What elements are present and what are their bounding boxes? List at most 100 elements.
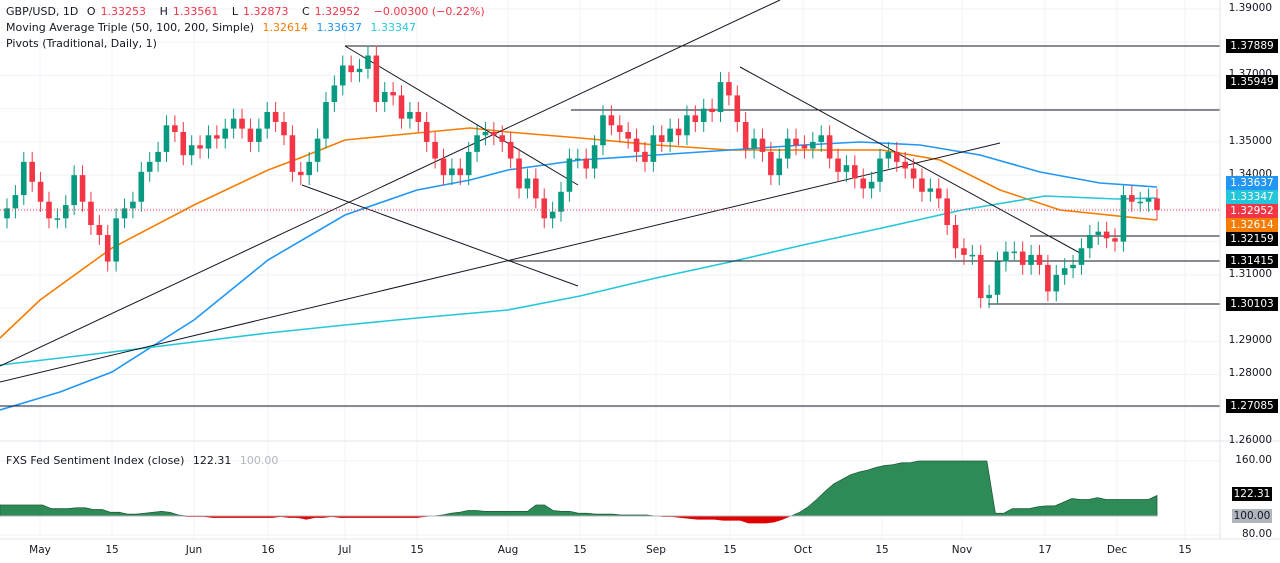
- candle-body: [608, 115, 615, 126]
- time-axis-label: Jul: [338, 544, 352, 556]
- indicator-axis-label: 80.00: [1241, 528, 1272, 540]
- candle-body: [684, 115, 690, 136]
- candle-body: [188, 145, 195, 156]
- ohlc-open: O 1.33253: [86, 5, 147, 18]
- candle-body: [969, 254, 976, 257]
- candle-body: [146, 161, 153, 172]
- candle-body: [222, 128, 229, 139]
- trendline[interactable]: [0, 142, 1001, 383]
- candle-body: [423, 121, 430, 142]
- candle-body: [339, 65, 346, 86]
- candle-body: [1011, 251, 1018, 254]
- candle-body: [793, 138, 799, 146]
- ohlc-close: C 1.32952: [301, 5, 361, 18]
- candle-body: [1145, 198, 1152, 202]
- candle-body: [373, 55, 380, 103]
- candle-body: [491, 131, 497, 136]
- candle-body: [96, 224, 103, 235]
- trendline[interactable]: [344, 45, 579, 186]
- candle-body: [751, 138, 757, 149]
- candle-body: [516, 158, 522, 189]
- candle-body: [927, 188, 934, 192]
- price-tag: 1.27085: [1226, 399, 1278, 413]
- symbol-legend: GBP/USD, 1D O 1.33253 H 1.33561 L 1.32873 C…: [6, 4, 490, 19]
- price-tag: 1.32952: [1226, 204, 1278, 218]
- candle-body: [155, 151, 161, 162]
- candle-body: [642, 151, 648, 162]
- candle-body: [667, 128, 673, 142]
- candle-body: [197, 145, 203, 149]
- trendline[interactable]: [739, 66, 1081, 254]
- time-axis-label: 15: [573, 544, 587, 556]
- candle-body: [180, 131, 187, 156]
- candle-body: [533, 178, 539, 199]
- candle-body: [1053, 274, 1060, 292]
- candle-body: [29, 161, 35, 182]
- candle-body: [919, 178, 925, 192]
- ma-legend[interactable]: Moving Average Triple (50, 100, 200, Sim…: [6, 20, 421, 35]
- candle-body: [499, 135, 506, 142]
- time-axis-label: 15: [723, 544, 737, 556]
- candle-body: [616, 125, 623, 132]
- candle-body: [381, 92, 388, 103]
- price-tag: 1.32614: [1226, 218, 1278, 232]
- time-axis-label: 15: [875, 544, 889, 556]
- candle-body: [331, 85, 338, 103]
- candle-body: [20, 161, 27, 196]
- trendlines: [0, 0, 1220, 407]
- candle-body: [247, 128, 254, 142]
- candle-body: [1061, 268, 1068, 275]
- candle-body: [54, 218, 61, 220]
- candle-body: [62, 205, 69, 219]
- candle-body: [507, 141, 514, 159]
- candle-body: [239, 118, 245, 129]
- candle-body: [625, 131, 631, 139]
- candle-body: [172, 125, 178, 132]
- candle-body: [541, 198, 548, 219]
- candle-body: [658, 135, 665, 142]
- candle-body: [1103, 231, 1110, 239]
- ma200-value: 1.33347: [370, 21, 417, 34]
- candle-body: [163, 125, 170, 152]
- candle-body: [104, 234, 111, 262]
- candle-body: [575, 158, 581, 161]
- trendline[interactable]: [0, 0, 781, 367]
- indicator-axis-label: 160.00: [1235, 454, 1272, 466]
- indicator-legend[interactable]: FXS Fed Sentiment Index (close) 122.31 1…: [6, 453, 283, 468]
- candle-body: [130, 201, 136, 209]
- price-change: −0.00300 (−0.22%): [373, 5, 485, 18]
- candle-body: [356, 68, 363, 73]
- price-axis-label: 1.39000: [1228, 2, 1272, 14]
- candle-body: [852, 165, 858, 179]
- candle-body: [524, 178, 531, 189]
- candle-body: [885, 151, 892, 159]
- candle-body: [1003, 251, 1009, 262]
- symbol-title[interactable]: GBP/USD, 1D: [6, 5, 79, 18]
- candle-body: [230, 118, 237, 129]
- candle-body: [893, 151, 900, 162]
- ohlc-high: H 1.33561: [159, 5, 219, 18]
- candle-body: [113, 218, 119, 262]
- candle-body: [474, 135, 480, 152]
- candle-body: [860, 178, 867, 189]
- candle-body: [835, 158, 841, 172]
- candle-body: [700, 108, 707, 122]
- candle-body: [726, 82, 732, 96]
- ma100-value: 1.33637: [316, 21, 363, 34]
- pivots-title: Pivots (Traditional, Daily, 1): [6, 37, 157, 50]
- indicator-baseline: 100.00: [239, 454, 279, 467]
- trendline[interactable]: [301, 184, 579, 287]
- candle-body: [1129, 195, 1135, 202]
- time-axis-label: 16: [261, 544, 275, 556]
- candle-body: [591, 145, 598, 169]
- candle-body: [407, 112, 413, 119]
- candle-body: [1036, 254, 1043, 265]
- pivots-legend[interactable]: Pivots (Traditional, Daily, 1): [6, 36, 162, 51]
- candle-body: [994, 261, 1001, 295]
- candle-body: [1019, 251, 1026, 265]
- candle-body: [826, 135, 833, 159]
- candle-body: [801, 145, 808, 149]
- candle-body: [121, 208, 128, 219]
- candle-body: [692, 115, 699, 122]
